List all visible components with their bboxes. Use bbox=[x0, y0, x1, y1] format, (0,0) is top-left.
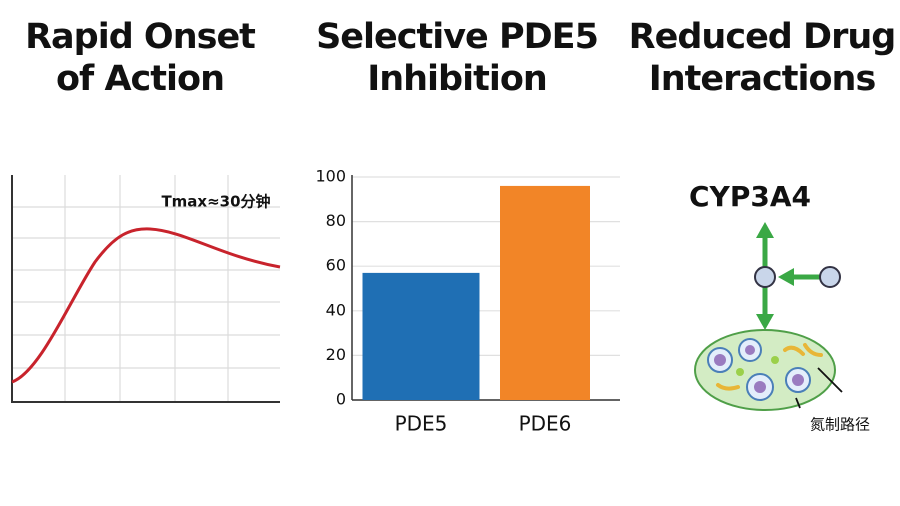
granule bbox=[736, 368, 744, 376]
heading: Inhibition bbox=[367, 59, 547, 99]
granule bbox=[771, 356, 779, 364]
pathway-label: 氮制路径 bbox=[810, 416, 870, 434]
curve-grid bbox=[12, 175, 280, 402]
y-tick-label: 0 bbox=[336, 390, 346, 409]
y-tick-label: 40 bbox=[326, 300, 346, 319]
interaction-diagram: CYP3A4 氮制路径 bbox=[689, 180, 870, 434]
bar bbox=[362, 272, 480, 400]
onset-curve-panel: Tmax≈30分钟 bbox=[11, 175, 281, 403]
bar bbox=[500, 185, 590, 400]
node bbox=[754, 266, 776, 288]
arrows bbox=[756, 222, 820, 330]
bar-chart: 0 20 40 60 80 100 PDE5 PDE6 bbox=[315, 167, 620, 436]
heading: Selective PDE5 bbox=[316, 17, 598, 57]
concentration-curve bbox=[11, 227, 281, 384]
mitochondria bbox=[716, 343, 823, 391]
heading: Reduced Drug bbox=[629, 17, 896, 57]
headings: Rapid Onset of Action Selective PDE5 Inh… bbox=[25, 17, 896, 99]
curve-annotation: Tmax≈30分钟 bbox=[161, 193, 270, 211]
heading: Interactions bbox=[649, 59, 876, 99]
y-tick-label: 20 bbox=[326, 345, 346, 364]
node bbox=[819, 266, 841, 288]
x-tick-label: PDE6 bbox=[519, 412, 572, 436]
x-tick-label: PDE5 bbox=[395, 412, 448, 436]
y-tick-label: 100 bbox=[315, 167, 346, 186]
heading: of Action bbox=[56, 59, 224, 99]
heading: Rapid Onset bbox=[25, 17, 255, 57]
y-tick-label: 80 bbox=[326, 211, 346, 230]
enzyme-label: CYP3A4 bbox=[689, 180, 811, 213]
curve-axes bbox=[11, 175, 280, 403]
pointer bbox=[795, 367, 843, 409]
y-tick-label: 60 bbox=[326, 256, 346, 275]
nuclei bbox=[714, 345, 804, 393]
